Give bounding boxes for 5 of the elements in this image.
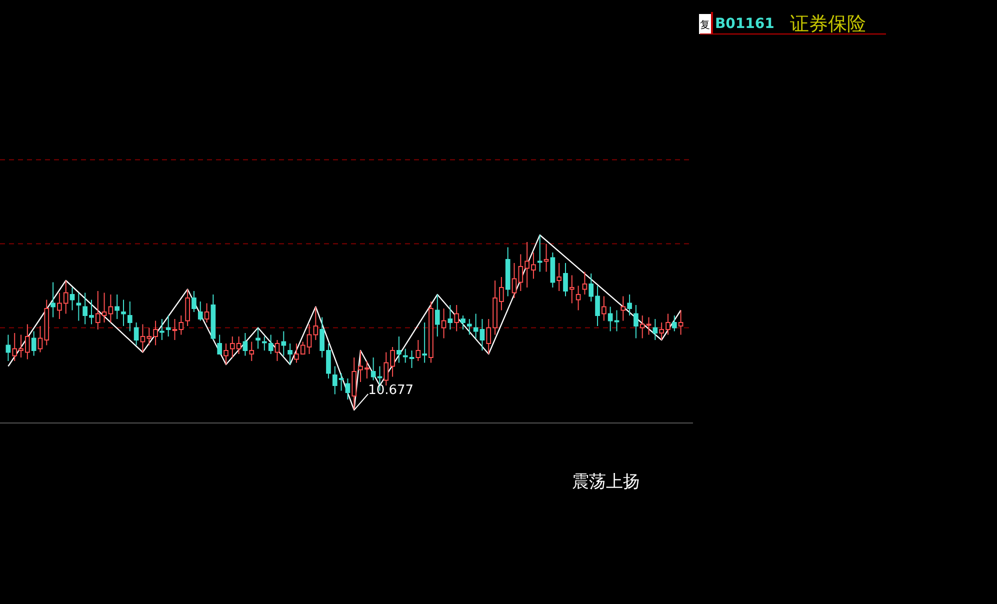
text: 证券保险 [790,14,866,35]
text: 震荡上扬 [572,472,640,492]
text: B01161 [715,16,774,32]
text: 复 [700,19,710,31]
annotation: 10.677 [368,383,414,398]
